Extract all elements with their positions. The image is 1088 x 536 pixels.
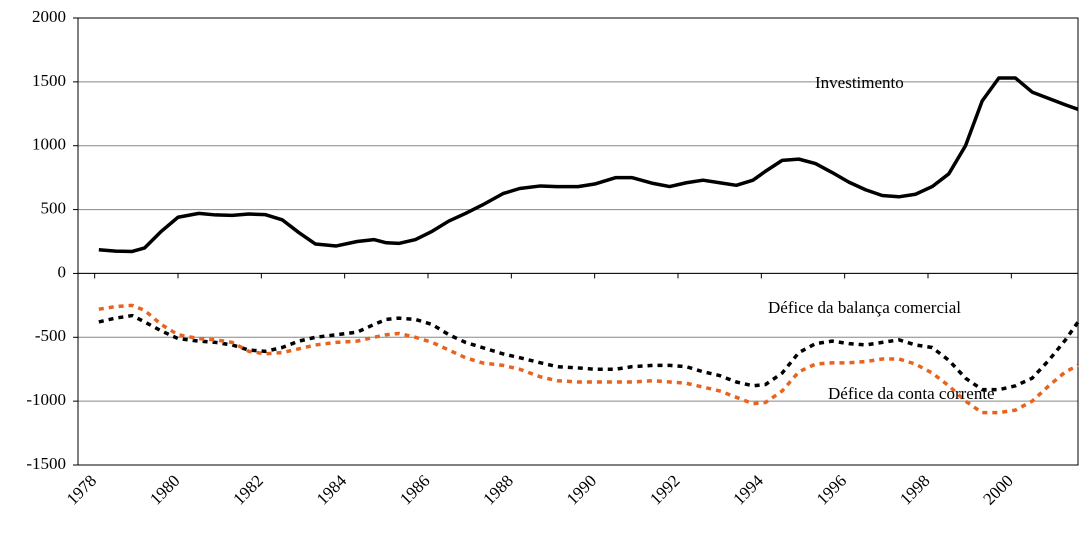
y-tick-label: 0 xyxy=(58,262,67,281)
series-label: Investimento xyxy=(815,73,904,92)
plot-border xyxy=(77,17,1079,466)
series-line xyxy=(98,313,1080,392)
series-line xyxy=(98,303,1079,415)
y-tick-label: 2000 xyxy=(32,7,66,26)
series-line xyxy=(98,76,1079,254)
y-tick-label: 500 xyxy=(41,198,67,217)
y-tick-label: -500 xyxy=(35,326,66,345)
y-tick-label: -1000 xyxy=(26,390,66,409)
series-label: Défice da balança comercial xyxy=(768,298,961,317)
y-tick-label: -1500 xyxy=(26,454,66,473)
y-tick-label: 1000 xyxy=(32,135,66,154)
y-tick-label: 1500 xyxy=(32,71,66,90)
series-label: Défice da conta corrente xyxy=(828,384,995,403)
